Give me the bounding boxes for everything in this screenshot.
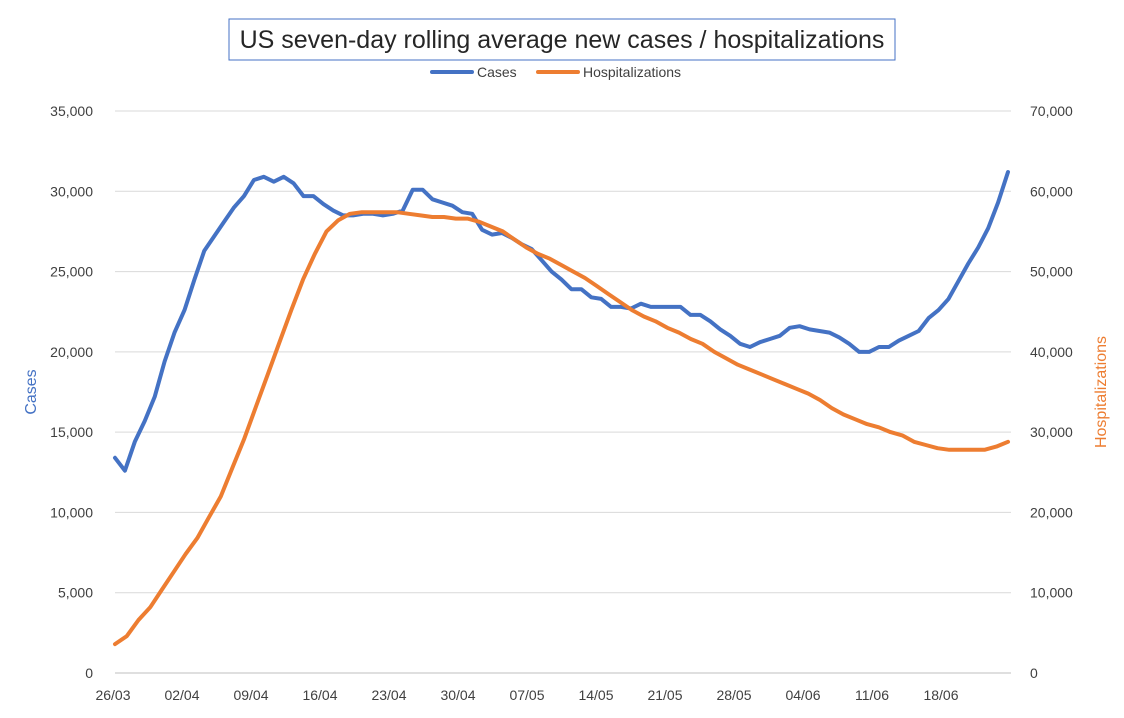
x-tick-label: 21/05: [647, 687, 682, 703]
y-tick-label-right: 0: [1030, 665, 1038, 681]
x-tick-label: 18/06: [923, 687, 958, 703]
chart-title-box: [228, 18, 896, 61]
y-tick-label-left: 15,000: [50, 424, 93, 440]
chart-title: US seven-day rolling average new cases /…: [240, 26, 885, 54]
series-lines: [113, 170, 1010, 647]
legend-label-cases: Cases: [477, 64, 517, 80]
y-tick-label-left: 25,000: [50, 264, 93, 280]
y-tick-label-left: 35,000: [50, 103, 93, 119]
legend: Cases Hospitalizations: [430, 64, 681, 80]
y-tick-label-right: 70,000: [1030, 103, 1073, 119]
y-tick-label-right: 30,000: [1030, 424, 1073, 440]
y-tick-label-right: 10,000: [1030, 585, 1073, 601]
x-tick-label: 04/06: [785, 687, 820, 703]
x-tick-label: 26/03: [95, 687, 130, 703]
y-tick-label-right: 60,000: [1030, 183, 1073, 199]
y-tick-label-right: 40,000: [1030, 344, 1073, 360]
x-tick-label: 16/04: [302, 687, 337, 703]
series-line-hospitalizations: [113, 210, 1010, 647]
x-tick-label: 02/04: [164, 687, 199, 703]
y-tick-label-left: 5,000: [58, 585, 93, 601]
y-tick-label-right: 50,000: [1030, 264, 1073, 280]
x-tick-label: 11/06: [855, 687, 889, 703]
y-axis-title-left: Cases: [23, 369, 40, 414]
y-axis-title-right: Hospitalizations: [1093, 336, 1110, 448]
axes: 0 0 5,000 10,000 10,000 20,000 15,000 30,000 20,…: [50, 103, 1073, 703]
y-tick-label-left: 20,000: [50, 344, 93, 360]
gridlines: [115, 110, 1011, 594]
series-line-cases: [113, 170, 1010, 473]
x-tick-label: 23/04: [371, 687, 406, 703]
y-tick-label-left: 0: [85, 665, 93, 681]
y-tick-label-left: 30,000: [50, 183, 93, 199]
x-tick-label: 30/04: [440, 687, 475, 703]
x-tick-label: 28/05: [716, 687, 751, 703]
x-tick-label: 14/05: [578, 687, 613, 703]
y-tick-label-left: 10,000: [50, 504, 93, 520]
x-tick-label: 07/05: [509, 687, 544, 703]
y-tick-label-right: 20,000: [1030, 504, 1073, 520]
legend-label-hospitalizations: Hospitalizations: [583, 64, 681, 80]
x-tick-label: 09/04: [233, 687, 268, 703]
